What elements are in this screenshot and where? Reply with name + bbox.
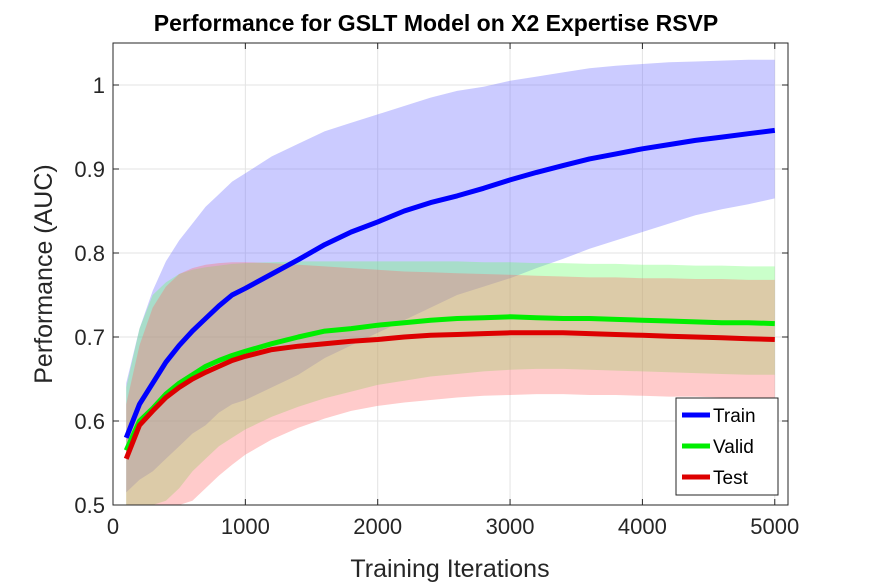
y-tick-label: 1 (93, 73, 105, 98)
band-train (126, 59, 775, 493)
x-tick-label: 4000 (618, 514, 667, 539)
y-tick-label: 0.7 (74, 325, 105, 350)
line-test (123, 330, 775, 460)
x-tick-label: 3000 (486, 514, 535, 539)
plot-border (112, 42, 789, 506)
axis-ticks: 0 1000 2000 3000 4000 5000 0.5 0.6 0.7 0.8 0.9 1 (74, 43, 799, 539)
x-tick-label: 1000 (221, 514, 270, 539)
x-axis-label: Training Iterations (350, 555, 549, 583)
legend-label-train: Train (713, 406, 756, 427)
y-tick-label: 0.9 (74, 157, 105, 182)
line-train (123, 127, 776, 439)
band-test (126, 262, 775, 505)
legend: Train Valid Test (675, 397, 779, 496)
chart-title: Performance for GSLT Model on X2 Experti… (154, 10, 719, 36)
y-tick-label: 0.6 (74, 409, 105, 434)
y-tick-label: 0.8 (74, 241, 105, 266)
series-lines (123, 127, 776, 460)
confidence-bands (126, 59, 775, 505)
x-tick-label: 5000 (750, 514, 799, 539)
x-tick-label: 2000 (353, 514, 402, 539)
x-tick-label: 0 (107, 514, 119, 539)
y-axis-label: Performance (AUC) (30, 164, 58, 384)
legend-label-test: Test (713, 468, 749, 489)
line-valid (123, 314, 775, 452)
y-tick-label: 0.5 (74, 493, 105, 518)
legend-label-valid: Valid (713, 437, 754, 458)
band-valid (126, 261, 775, 505)
